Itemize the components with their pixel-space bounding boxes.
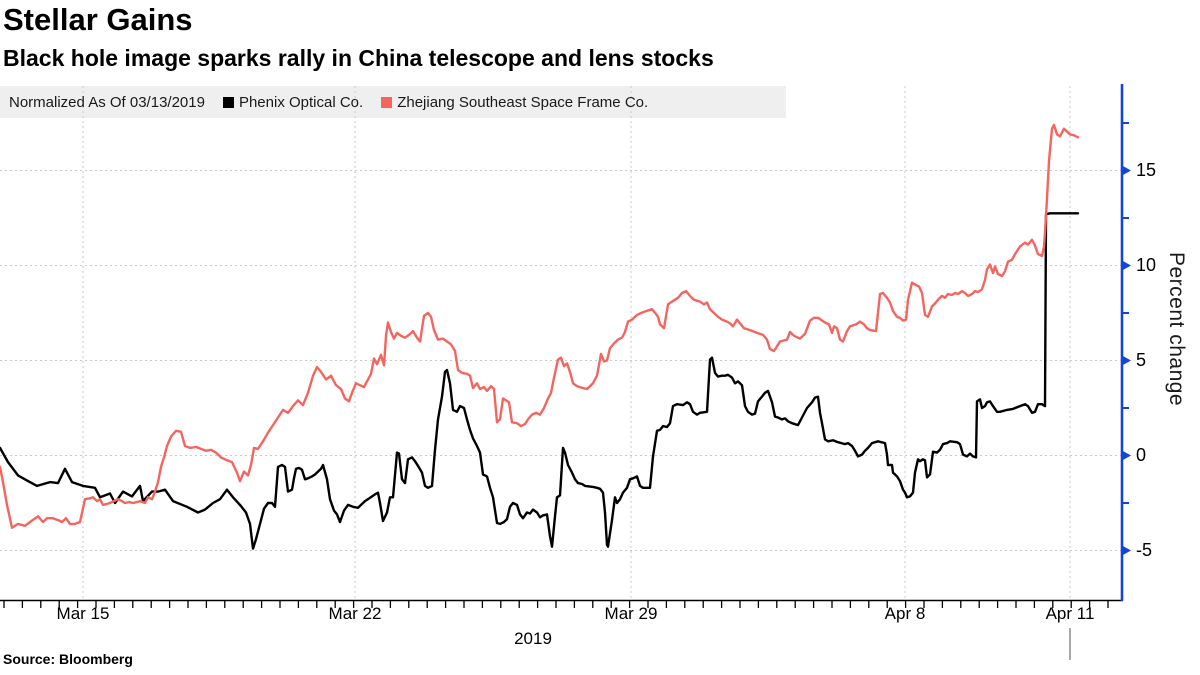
- x-tick-label: Mar 29: [604, 604, 658, 623]
- y-tick-label: 0: [1136, 444, 1147, 465]
- page-title: Stellar Gains: [3, 2, 193, 37]
- series-line-phenix-optical: [0, 212, 1080, 550]
- legend-note: Normalized As Of 03/13/2019: [9, 94, 205, 111]
- y-axis-title: Percent change: [1165, 252, 1188, 407]
- y-tick-label: 15: [1136, 159, 1157, 180]
- legend-item-phenix-optical: Phenix Optical Co.: [222, 93, 364, 111]
- x-tick-label: Apr 8: [884, 604, 926, 623]
- source-note: Source: Bloomberg: [3, 651, 133, 667]
- x-axis-year-label: 2019: [514, 629, 552, 648]
- y-tick-label: 10: [1136, 254, 1157, 275]
- x-tick-label: Apr 11: [1045, 604, 1095, 623]
- y-tick-label: -5: [1136, 539, 1153, 560]
- y-axis-major-tick-arrow: [1122, 450, 1131, 461]
- y-tick-label: 5: [1136, 349, 1147, 370]
- x-tick-label: Mar 15: [56, 604, 110, 623]
- y-axis-major-tick-arrow: [1122, 165, 1131, 176]
- y-axis-major-tick-arrow: [1122, 260, 1131, 271]
- x-tick-label: Mar 22: [328, 604, 382, 623]
- series-line-zhejiang-southeast: [0, 123, 1080, 529]
- y-axis-major-tick-arrow: [1122, 545, 1131, 556]
- y-axis-major-tick-arrow: [1122, 355, 1131, 366]
- legend-background: [0, 86, 786, 118]
- legend-item-label: Phenix Optical Co.: [238, 93, 364, 111]
- legend-note-label: Normalized As Of 03/13/2019: [9, 93, 205, 111]
- chart-legend: Normalized As Of 03/13/2019 Phenix Optic…: [0, 86, 840, 118]
- legend-item-zhejiang-southeast: Zhejiang Southeast Space Frame Co.: [381, 94, 648, 111]
- legend-swatch-icon: [222, 96, 234, 108]
- legend-item-label: Zhejiang Southeast Space Frame Co.: [397, 93, 649, 111]
- legend-swatch-icon: [381, 96, 393, 108]
- page-subtitle: Black hole image sparks rally in China t…: [3, 45, 714, 71]
